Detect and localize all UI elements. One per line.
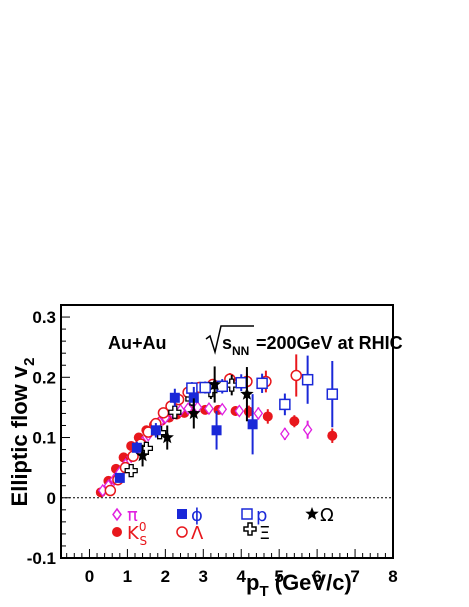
- data-point: [160, 430, 174, 444]
- data-point: [188, 392, 199, 403]
- data-point: [301, 373, 314, 386]
- legend-xi-label: Ξ: [259, 523, 270, 544]
- data-point: [104, 484, 117, 497]
- x-axis-title: pT (GeV/c): [246, 570, 352, 600]
- data-point: [139, 441, 154, 456]
- svg-text:Elliptic flow v2: Elliptic flow v2: [7, 358, 38, 507]
- data-points: [95, 354, 339, 498]
- sqrt-symbol: [205, 325, 254, 355]
- legend-p-label: p: [256, 505, 267, 526]
- sqrt-s-subscript: NN: [232, 344, 249, 358]
- x-tick-label: 6: [312, 567, 321, 586]
- data-point: [183, 402, 193, 416]
- x-tick-label: 1: [123, 567, 132, 586]
- data-point: [187, 406, 201, 420]
- data-point: [247, 419, 258, 430]
- legend-xi-marker: [243, 522, 257, 536]
- x-tick-label: 4: [236, 567, 246, 586]
- plot-frame: [60, 304, 394, 559]
- x-tick-label: 8: [388, 567, 397, 586]
- legend: π K0 S ϕ Λ p Ξ Ω: [112, 505, 334, 548]
- data-point: [256, 377, 268, 390]
- data-point: [211, 425, 222, 436]
- y-tick-label: 0.1: [32, 429, 56, 448]
- legend-lambda-label: Λ: [191, 523, 204, 544]
- x-tick-label: 0: [85, 567, 94, 586]
- y-axis-title: Elliptic flow v2: [7, 358, 38, 507]
- legend-omega-label: Ω: [320, 505, 334, 526]
- y-tick-label: -0.1: [27, 549, 56, 568]
- data-point: [217, 402, 228, 416]
- y-tick-label: 0.2: [32, 368, 56, 387]
- data-point: [124, 464, 138, 478]
- star-icon: [305, 507, 319, 520]
- legend-phi-label: ϕ: [191, 505, 203, 526]
- data-point: [235, 376, 247, 389]
- legend-ks-label: K0 S: [127, 520, 147, 548]
- y-tick-label: 0.3: [32, 308, 56, 327]
- data-point: [150, 425, 161, 436]
- data-point: [199, 381, 211, 394]
- data-point: [135, 448, 150, 462]
- legend-lambda-marker: [176, 526, 188, 538]
- data-point: [279, 398, 291, 411]
- x-tick-label: 2: [161, 567, 170, 586]
- legend-pi-label: π: [127, 505, 138, 526]
- x-tick-label: 7: [350, 567, 359, 586]
- legend-ks-marker: [112, 527, 122, 537]
- legend-omega-marker: [305, 507, 319, 520]
- legend-pi-marker: [112, 507, 122, 522]
- tick-labels: 0 1 2 3 4 5 6 7 8 -0.1 0 0.1 0.2 0.3: [27, 308, 398, 586]
- data-point: [327, 430, 338, 441]
- axis-ticks: [61, 316, 394, 559]
- x-tick-label: 3: [199, 567, 208, 586]
- data-point: [289, 416, 300, 427]
- sqrt-s-label: s: [222, 333, 232, 353]
- data-point: [240, 387, 254, 400]
- y-tick-label: 0: [47, 489, 56, 508]
- data-point: [253, 406, 264, 421]
- data-point: [114, 472, 125, 483]
- data-point: [208, 377, 222, 391]
- data-point: [186, 382, 198, 394]
- data-point: [280, 427, 290, 441]
- data-point: [168, 405, 182, 419]
- collision-annotation: Au+Au: [108, 333, 167, 353]
- data-point: [169, 392, 180, 403]
- data-point: [131, 442, 142, 453]
- data-point: [262, 411, 273, 422]
- data-point: [290, 369, 302, 382]
- data-point: [204, 402, 214, 416]
- legend-p-marker: [241, 508, 253, 520]
- x-tick-label: 5: [274, 567, 283, 586]
- data-point: [326, 388, 339, 400]
- data-point: [234, 404, 245, 418]
- legend-phi-marker: [177, 509, 187, 519]
- energy-label: =200GeV at RHIC: [256, 333, 403, 353]
- data-point: [302, 423, 313, 437]
